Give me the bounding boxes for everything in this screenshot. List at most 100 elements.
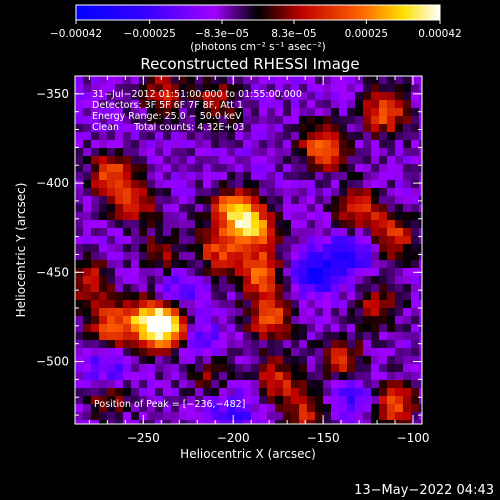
heatmap-cell [379,340,387,348]
heatmap-cell [91,308,99,316]
heatmap-cell [251,196,259,204]
heatmap-cell [139,396,147,404]
heatmap-cell [275,380,283,388]
heatmap-cell [179,100,187,108]
heatmap-cell [107,100,115,108]
heatmap-cell [219,188,227,196]
heatmap-cell [155,116,163,124]
heatmap-cell [163,356,171,364]
heatmap-cell [195,180,203,188]
heatmap-cell [147,92,155,100]
heatmap-cell [107,252,115,260]
heatmap-cell [155,212,163,220]
heatmap-cell [219,172,227,180]
heatmap-cell [83,172,91,180]
heatmap-cell [163,148,171,156]
heatmap-cell [251,364,259,372]
heatmap-cell [211,372,219,380]
heatmap-cell [339,412,347,420]
heatmap-cell [115,316,123,324]
heatmap-cell [419,180,422,188]
heatmap-cell [123,108,131,116]
heatmap-cell [355,292,363,300]
heatmap-cell [251,292,259,300]
heatmap-cell [403,404,411,412]
heatmap-cell [195,356,203,364]
heatmap-cell [115,396,123,404]
heatmap-cell [307,100,315,108]
y-tick-label: −500 [36,355,69,369]
heatmap-cell [411,252,419,260]
heatmap-cell [387,140,395,148]
heatmap-cell [371,348,379,356]
heatmap-cell [179,116,187,124]
heatmap-cell [99,164,107,172]
heatmap-cell [331,244,339,252]
heatmap-cell [147,116,155,124]
heatmap-cell [275,172,283,180]
heatmap-cell [371,196,379,204]
heatmap-cell [235,308,243,316]
heatmap-cell [99,396,107,404]
heatmap-cell [387,180,395,188]
heatmap-cell [163,180,171,188]
heatmap-cell [163,204,171,212]
heatmap-cell [235,364,243,372]
heatmap-cell [155,340,163,348]
heatmap-cell [315,140,323,148]
heatmap-cell [171,380,179,388]
heatmap-cell [347,244,355,252]
heatmap-cell [371,284,379,292]
heatmap-cell [179,84,187,92]
heatmap-cell [203,188,211,196]
heatmap-cell [371,292,379,300]
heatmap-cell [131,236,139,244]
heatmap-cell [203,252,211,260]
heatmap-cell [291,348,299,356]
heatmap-cell [155,132,163,140]
heatmap-cell [163,276,171,284]
heatmap-cell [339,84,347,92]
heatmap-cell [259,332,267,340]
heatmap-cell [339,356,347,364]
heatmap-cell [187,196,195,204]
heatmap-cell [395,164,403,172]
heatmap-cell [187,372,195,380]
heatmap-cell [259,132,267,140]
heatmap-cell [315,148,323,156]
heatmap-cell [139,100,147,108]
heatmap-cell [283,268,291,276]
heatmap-cell [235,324,243,332]
heatmap-cell [347,388,355,396]
heatmap-cell [211,156,219,164]
heatmap-cell [235,332,243,340]
heatmap-cell [187,356,195,364]
heatmap-cell [187,156,195,164]
heatmap-cell [195,260,203,268]
y-tick-label: −400 [36,176,69,190]
heatmap-cell [299,212,307,220]
heatmap-cell [331,108,339,116]
heatmap-cell [259,388,267,396]
heatmap-cell [211,252,219,260]
heatmap-cell [339,132,347,140]
heatmap-cell [179,260,187,268]
heatmap-cell [203,148,211,156]
heatmap-cell [323,316,331,324]
heatmap-cell [371,380,379,388]
heatmap-cell [275,108,283,116]
heatmap-cell [307,92,315,100]
heatmap-cell [267,228,275,236]
heatmap-cell [283,228,291,236]
heatmap-cell [99,316,107,324]
heatmap-cell [419,204,422,212]
heatmap-cell [75,372,83,380]
heatmap-cell [387,316,395,324]
heatmap-cell [83,252,91,260]
heatmap-cell [75,236,83,244]
heatmap-cell [163,228,171,236]
heatmap-cell [83,244,91,252]
heatmap-cell [355,268,363,276]
heatmap-cell [243,180,251,188]
heatmap-cell [147,348,155,356]
